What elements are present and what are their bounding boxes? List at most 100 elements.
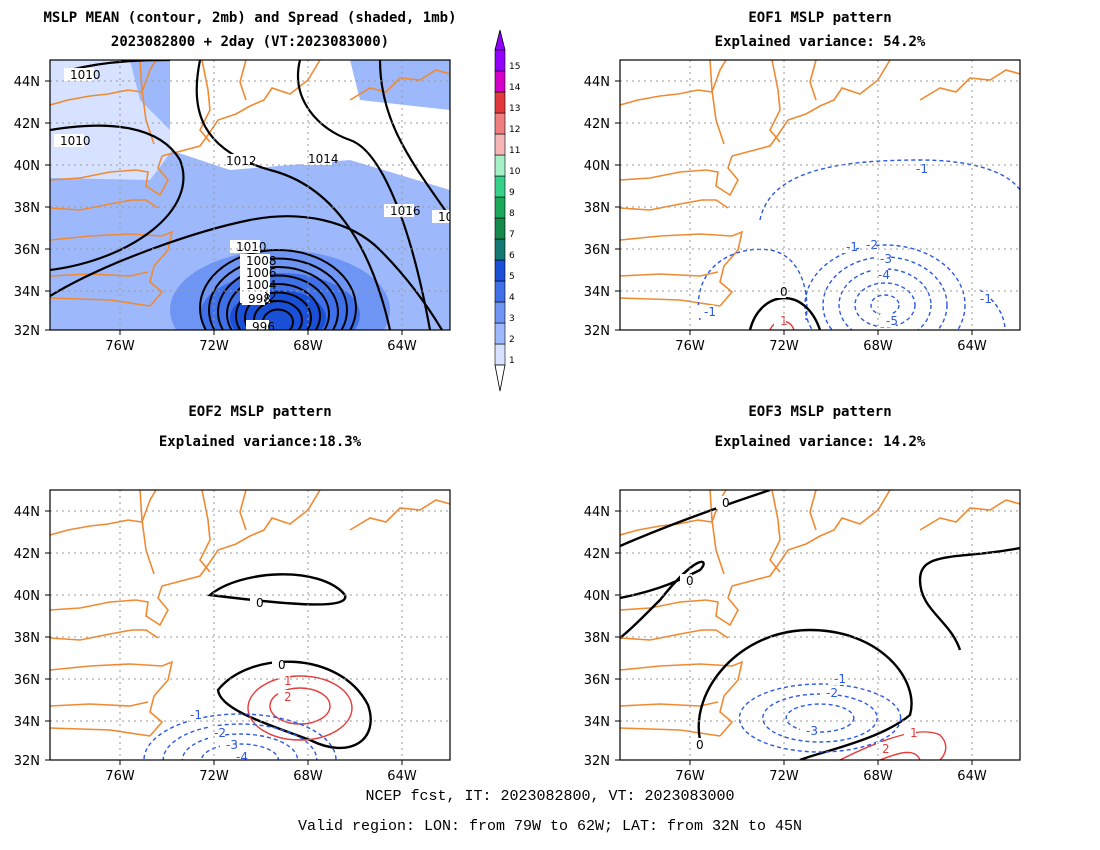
lon-tick-label: 64W xyxy=(957,769,987,784)
isobar-path xyxy=(378,60,450,221)
colorbar-segment xyxy=(494,322,506,345)
colorbar-arrow-bottom xyxy=(494,364,506,392)
colorbar-segment xyxy=(494,49,506,72)
contour-label-bg xyxy=(774,314,786,327)
lon-tick-label: 76W xyxy=(105,339,135,354)
contour-label-bg xyxy=(250,596,262,609)
coastline-path xyxy=(50,230,174,307)
contour-label-bg xyxy=(860,238,876,251)
coastline-path xyxy=(50,271,149,277)
contour-label-bg xyxy=(820,686,836,699)
coastline-path xyxy=(199,490,211,573)
lat-tick-label: 38N xyxy=(584,201,610,216)
lon-tick-label: 64W xyxy=(387,339,417,354)
colorbar-level-label: 13 xyxy=(509,104,520,114)
isobar-label: 1006 xyxy=(246,266,277,280)
map-frame xyxy=(619,489,1021,761)
eof3-contour-neg xyxy=(738,683,902,753)
eof2-panel: 0 0 1 2 -1 -2-3-4 44N 42N 40N 38N 36N 34N 32N 76W 72W 6… xyxy=(14,489,451,784)
eof1-contour-neg xyxy=(870,294,900,316)
coastline-path xyxy=(809,60,817,101)
eof2-contour-label: -2 xyxy=(214,726,226,740)
colorbar-segment xyxy=(494,175,506,198)
colorbar-segment xyxy=(494,217,506,240)
lat-tick-label: 34N xyxy=(584,715,610,730)
coastline-path xyxy=(709,490,725,575)
colorbar-level-label: 10 xyxy=(509,167,521,177)
isobar-label: 1012 xyxy=(226,154,257,168)
contour-label-bg xyxy=(876,742,888,755)
low-center-isobar xyxy=(208,257,348,330)
lat-tick-label: 36N xyxy=(584,673,610,688)
eof1-contour-zero xyxy=(748,296,822,330)
mean-spread-panel: 1010101010121014101610110101008100610041… xyxy=(14,59,461,354)
eof2-contour-label: 1 xyxy=(284,674,292,688)
colorbar-level-label: 8 xyxy=(509,209,515,219)
eof1-contour-neg1 xyxy=(759,159,1020,221)
colorbar-level-label: 3 xyxy=(509,314,515,324)
low-center-isobar xyxy=(244,291,312,330)
isobar-label: 1004 xyxy=(246,278,277,292)
contour-label-bg xyxy=(242,292,265,305)
coastline-path xyxy=(139,60,155,145)
contour-label-bg xyxy=(880,314,896,327)
coastline-path xyxy=(620,230,744,307)
coastline-path xyxy=(769,60,781,143)
coastline-path xyxy=(620,660,744,737)
colorbar-level-label: 2 xyxy=(509,335,515,345)
coastline-path xyxy=(161,60,321,157)
lat-tick-label: 40N xyxy=(584,159,610,174)
eof1-contour-label: -1 xyxy=(704,305,716,319)
contour-label-bg xyxy=(432,210,450,223)
eof2-contour-pos1 xyxy=(247,675,353,741)
coastline-path xyxy=(675,329,680,330)
colorbar-segment xyxy=(494,133,506,156)
coastline-path xyxy=(50,297,151,307)
eof3-contour-neg xyxy=(785,703,855,733)
colorbar-segment xyxy=(494,70,506,93)
eof3-contour-zero-south xyxy=(697,628,913,760)
isobar-label: 101 xyxy=(438,210,461,224)
coastline-path xyxy=(139,490,155,575)
lon-tick-label: 76W xyxy=(675,769,705,784)
contour-label-bg xyxy=(64,68,94,81)
eof1-contour-label: -5 xyxy=(886,314,898,328)
lon-tick-label: 76W xyxy=(105,769,135,784)
map-frame xyxy=(619,59,1021,331)
contour-label-bg xyxy=(272,658,284,671)
coastline-path xyxy=(50,660,174,737)
colorbar-segment xyxy=(494,280,506,303)
eof3-contour-label: 1 xyxy=(910,726,918,740)
eof1-contour-label: -1 xyxy=(846,240,858,254)
coastline-path xyxy=(620,297,721,307)
mean-panel-title-line1: MSLP MEAN (contour, 2mb) and Spread (sha… xyxy=(43,10,457,26)
colorbar-level-label: 1 xyxy=(509,356,515,366)
contour-label-bg xyxy=(872,268,888,281)
isobar-label: 1010 xyxy=(236,240,267,254)
low-center-isobar xyxy=(199,249,357,330)
eof2-contour-neg xyxy=(200,743,280,760)
lon-tick-label: 76W xyxy=(675,339,705,354)
eof2-contour-label: -3 xyxy=(226,738,238,752)
colorbar-level-label: 7 xyxy=(509,230,515,240)
eof1-contour-label: 0 xyxy=(780,285,788,299)
contour-label-bg xyxy=(230,240,260,253)
coastline-path xyxy=(620,155,739,197)
contour-label-bg xyxy=(716,496,728,509)
lon-tick-label: 72W xyxy=(199,769,229,784)
eof3-contour-label: -2 xyxy=(826,686,838,700)
lat-tick-label: 38N xyxy=(14,631,40,646)
contour-label-bg xyxy=(698,305,714,318)
eof1-panel-title-line2: Explained variance: 54.2% xyxy=(714,34,926,50)
eof2-contour-pos2 xyxy=(269,687,331,725)
eof3-contour-pos1 xyxy=(839,731,947,760)
eof1-contour-label: -1 xyxy=(980,292,992,306)
eof3-contour-label: 0 xyxy=(696,738,704,752)
eof2-contour-neg xyxy=(181,733,299,760)
eof3-contour-neg xyxy=(762,693,878,743)
lat-tick-label: 44N xyxy=(584,75,610,90)
lat-tick-label: 42N xyxy=(14,117,40,132)
colorbar-segment xyxy=(494,112,506,135)
coastline-path xyxy=(709,60,725,145)
coastline-path xyxy=(731,60,891,157)
